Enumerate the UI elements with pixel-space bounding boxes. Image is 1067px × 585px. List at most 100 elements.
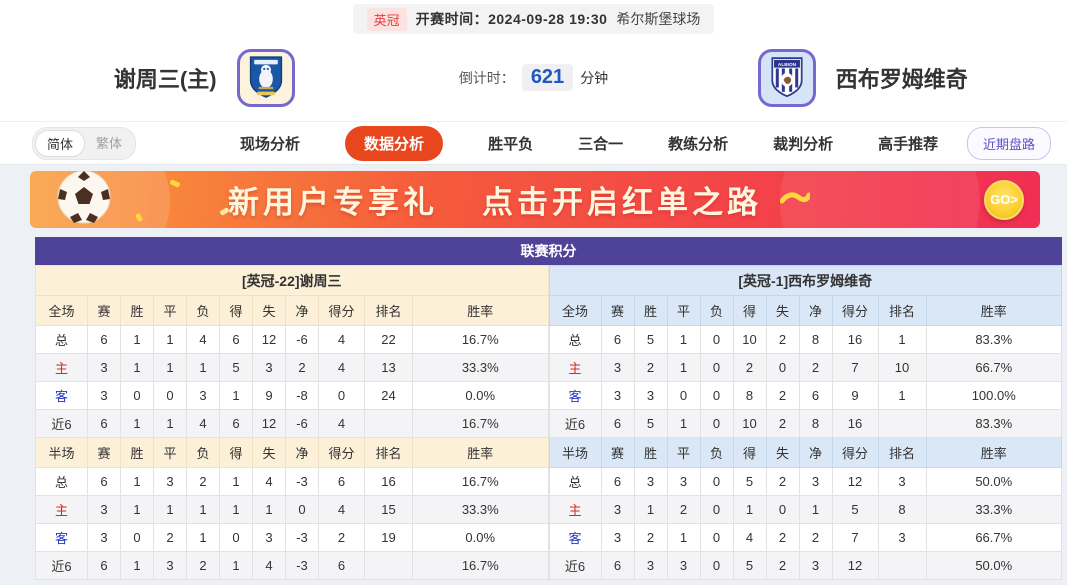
- column-header-row: 半场赛胜平负得失净得分 排名 胜率: [35, 437, 549, 468]
- stat-cell: 1: [186, 495, 220, 524]
- table-row: 主 3 1 2 0 1 0 1 5 8 33.3%: [548, 495, 1062, 524]
- stat-cell: -3: [285, 551, 319, 580]
- stat-cell: 3: [87, 381, 121, 410]
- stat-cell: 1: [186, 523, 220, 552]
- countdown-label: 倒计时：: [458, 69, 515, 86]
- column-header-cell: 全场: [548, 295, 602, 326]
- lang-simplified-button[interactable]: 简体: [35, 129, 86, 157]
- stat-cell: 6: [798, 381, 833, 410]
- stat-cell: 2: [732, 353, 767, 382]
- stat-cell: 4: [318, 353, 365, 382]
- stat-cell: 1: [219, 551, 253, 580]
- stat-cell: 6: [87, 551, 121, 580]
- tab-win-draw-lose[interactable]: 胜平负: [488, 135, 534, 153]
- stat-cell: 4: [732, 523, 767, 552]
- stat-cell: 3: [798, 551, 833, 580]
- stat-cell: 3: [633, 381, 668, 410]
- table-row: 客 3 2 1 0 4 2 2 7 3 66.7%: [548, 523, 1062, 552]
- column-header-cell: 胜: [120, 437, 154, 468]
- table-row: 总 6 1 1 4 6 12 -6 4 22 16.7%: [35, 325, 549, 354]
- column-header-cell: 赛: [87, 295, 121, 326]
- stat-cell: 3: [633, 551, 668, 580]
- stat-cell: 8: [877, 495, 927, 524]
- stat-cell: -3: [285, 467, 319, 496]
- stat-cell: 3: [87, 523, 121, 552]
- stat-cell: 16: [831, 325, 879, 354]
- stat-cell: 2: [765, 325, 800, 354]
- stat-cell: 3: [252, 523, 286, 552]
- recent-odds-button[interactable]: 近期盘路: [966, 126, 1051, 160]
- column-header-cell: 赛: [600, 437, 635, 468]
- stat-cell: [877, 551, 927, 580]
- stat-cell: -3: [285, 523, 319, 552]
- stat-cell: 2: [666, 495, 701, 524]
- stat-cell: 6: [87, 467, 121, 496]
- column-header-cell: 净: [285, 295, 319, 326]
- stat-cell: 8: [798, 409, 833, 438]
- tab-live-analysis[interactable]: 现场分析: [240, 135, 301, 153]
- stat-cell: 3: [87, 353, 121, 382]
- tab-coach-analysis[interactable]: 教练分析: [668, 135, 729, 153]
- table-row: 总 6 5 1 0 10 2 8 16 1 83.3%: [548, 325, 1062, 354]
- stat-cell: 1: [732, 495, 767, 524]
- column-header-cell: 半场: [548, 437, 602, 468]
- top-info-row: 英冠 开赛时间：2024-09-28 19:30 希尔斯堡球场: [0, 0, 1067, 34]
- column-header-cell: 得: [732, 437, 767, 468]
- stat-cell: 12: [831, 551, 879, 580]
- stat-cell: 15: [364, 495, 413, 524]
- stat-cell: [877, 409, 927, 438]
- countdown-value: 621: [521, 64, 574, 91]
- stat-cell: 1: [153, 325, 187, 354]
- stat-cell: 16.7%: [412, 467, 549, 496]
- row-label: 客: [35, 523, 88, 552]
- column-header-cell: 净: [798, 295, 833, 326]
- table-row: 近6 6 5 1 0 10 2 8 16 83.3%: [548, 409, 1062, 438]
- go-button[interactable]: GO>: [984, 179, 1024, 220]
- column-header-cell: 净: [798, 437, 833, 468]
- stat-cell: 5: [633, 325, 668, 354]
- stat-cell: 4: [186, 409, 220, 438]
- row-label: 近6: [35, 409, 88, 438]
- stat-cell: [364, 551, 413, 580]
- tab-referee-analysis[interactable]: 裁判分析: [773, 135, 834, 153]
- home-team-name: 谢周三(主): [113, 66, 217, 92]
- stat-cell: 2: [765, 409, 800, 438]
- stat-cell: 1: [252, 495, 286, 524]
- stat-cell: 3: [252, 353, 286, 382]
- stat-cell: 2: [633, 523, 668, 552]
- stat-cell: -8: [285, 381, 319, 410]
- stat-cell: 3: [798, 467, 833, 496]
- kickoff-time: 开赛时间：2024-09-28 19:30: [415, 11, 608, 27]
- away-section-row: [英冠-1]西布罗姆维奇: [548, 265, 1062, 296]
- column-header-cell: 排名: [877, 295, 927, 326]
- stat-cell: 0: [699, 495, 734, 524]
- column-header-cell: 胜: [120, 295, 154, 326]
- tab-data-analysis[interactable]: 数据分析: [345, 125, 444, 161]
- promo-banner[interactable]: 新用户专享礼 点击开启红单之路 GO>: [30, 171, 1040, 228]
- stat-cell: 1: [120, 551, 154, 580]
- stat-cell: 2: [186, 467, 220, 496]
- stat-cell: 3: [600, 353, 635, 382]
- stat-cell: 1: [666, 409, 701, 438]
- column-header-cell: 负: [699, 295, 734, 326]
- stat-cell: -6: [285, 409, 319, 438]
- lang-traditional-button[interactable]: 繁体: [96, 135, 123, 151]
- stat-cell: 4: [318, 409, 365, 438]
- stat-cell: 16.7%: [412, 551, 549, 580]
- tab-expert-picks[interactable]: 高手推荐: [878, 135, 939, 153]
- stat-cell: 2: [798, 523, 833, 552]
- svg-text:ALBION: ALBION: [778, 61, 797, 67]
- stat-cell: 0: [699, 381, 734, 410]
- stat-cell: 5: [732, 551, 767, 580]
- stat-cell: 2: [186, 551, 220, 580]
- stat-cell: 24: [364, 381, 413, 410]
- column-header-cell: 胜: [633, 295, 668, 326]
- stat-cell: 1: [666, 353, 701, 382]
- stat-cell: 1: [153, 409, 187, 438]
- stat-cell: 16.7%: [412, 325, 549, 354]
- column-header-cell: 胜: [633, 437, 668, 468]
- tab-three-in-one[interactable]: 三合一: [578, 135, 624, 153]
- stat-cell: 4: [252, 467, 286, 496]
- sheffield-wednesday-crest-icon: [249, 55, 282, 98]
